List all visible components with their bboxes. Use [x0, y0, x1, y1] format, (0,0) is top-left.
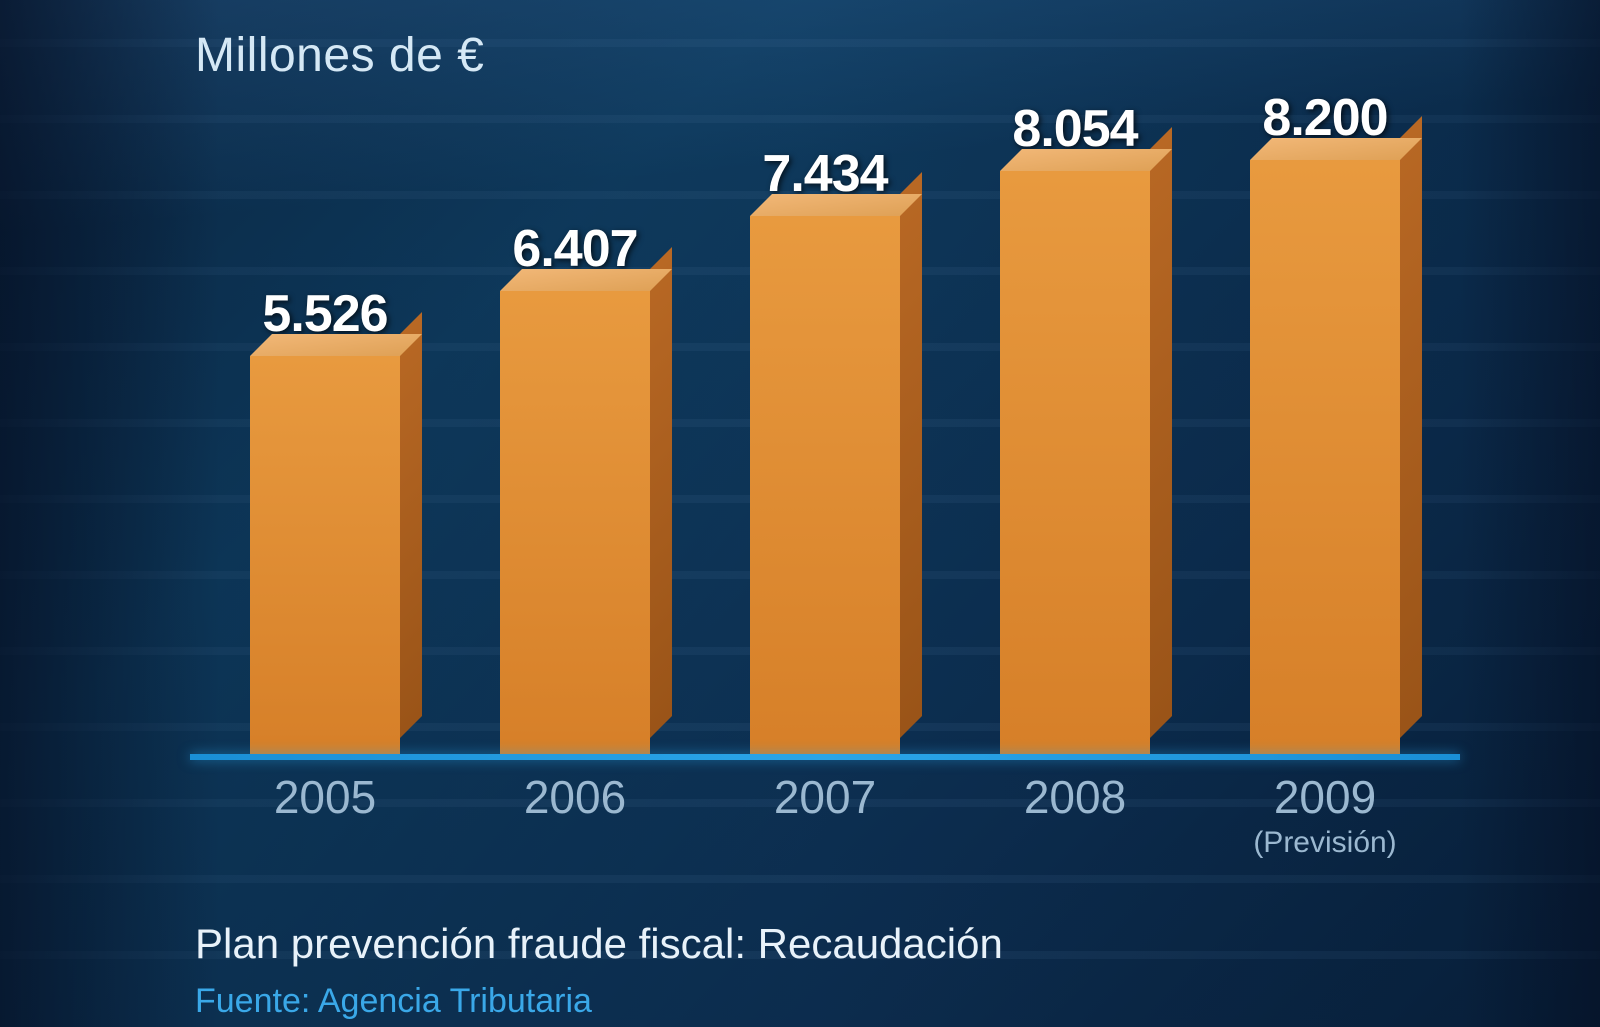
- bar-front-face: [250, 356, 400, 760]
- bar-group: 7.434: [730, 144, 920, 760]
- x-axis-sublabel: (Previsión): [1230, 826, 1420, 860]
- x-axis-category: 2005: [230, 770, 420, 824]
- footer-title: Plan prevención fraude fiscal: Recaudaci…: [195, 920, 1003, 968]
- bar-3d: [750, 216, 900, 760]
- x-label-group: 2005: [230, 770, 420, 860]
- x-axis-category: 2008: [980, 770, 1170, 824]
- chart-title: Millones de €: [195, 28, 484, 83]
- bar-side-face: [900, 172, 922, 738]
- x-axis-category: 2007: [730, 770, 920, 824]
- x-label-group: 2007: [730, 770, 920, 860]
- bar-3d: [1250, 160, 1400, 760]
- bar-front-face: [1250, 160, 1400, 760]
- bar-3d: [1000, 171, 1150, 760]
- x-label-group: 2006: [480, 770, 670, 860]
- source-label: Fuente:: [195, 982, 318, 1020]
- bars-row: 5.5266.4077.4348.0548.200: [170, 100, 1480, 760]
- x-axis-category: 2009: [1230, 770, 1420, 824]
- bar-3d: [500, 291, 650, 760]
- bar-top-face: [250, 334, 422, 356]
- chart-container: Millones de € 5.5266.4077.4348.0548.200 …: [0, 0, 1600, 1027]
- bar-top-face: [500, 269, 672, 291]
- bar-side-face: [1400, 116, 1422, 738]
- chart-baseline: [190, 754, 1460, 760]
- x-label-group: 2009(Previsión): [1230, 770, 1420, 860]
- x-axis-category: 2006: [480, 770, 670, 824]
- bar-group: 8.054: [980, 99, 1170, 760]
- bar-front-face: [500, 291, 650, 760]
- bar-side-face: [650, 247, 672, 738]
- bar-front-face: [750, 216, 900, 760]
- footer-source: Fuente: Agencia Tributaria: [195, 982, 592, 1021]
- bar-top-face: [750, 194, 922, 216]
- bar-group: 8.200: [1230, 88, 1420, 760]
- bar-side-face: [400, 312, 422, 738]
- bar-top-face: [1250, 138, 1422, 160]
- bar-side-face: [1150, 127, 1172, 738]
- x-axis-labels: 2005 2006 2007 2008 2009(Previsión): [170, 770, 1480, 860]
- source-value: Agencia Tributaria: [318, 982, 592, 1020]
- x-label-group: 2008: [980, 770, 1170, 860]
- bar-3d: [250, 356, 400, 760]
- chart-area: 5.5266.4077.4348.0548.200: [170, 100, 1480, 760]
- bar-group: 5.526: [230, 284, 420, 760]
- bar-group: 6.407: [480, 219, 670, 760]
- bar-front-face: [1000, 171, 1150, 760]
- bar-top-face: [1000, 149, 1172, 171]
